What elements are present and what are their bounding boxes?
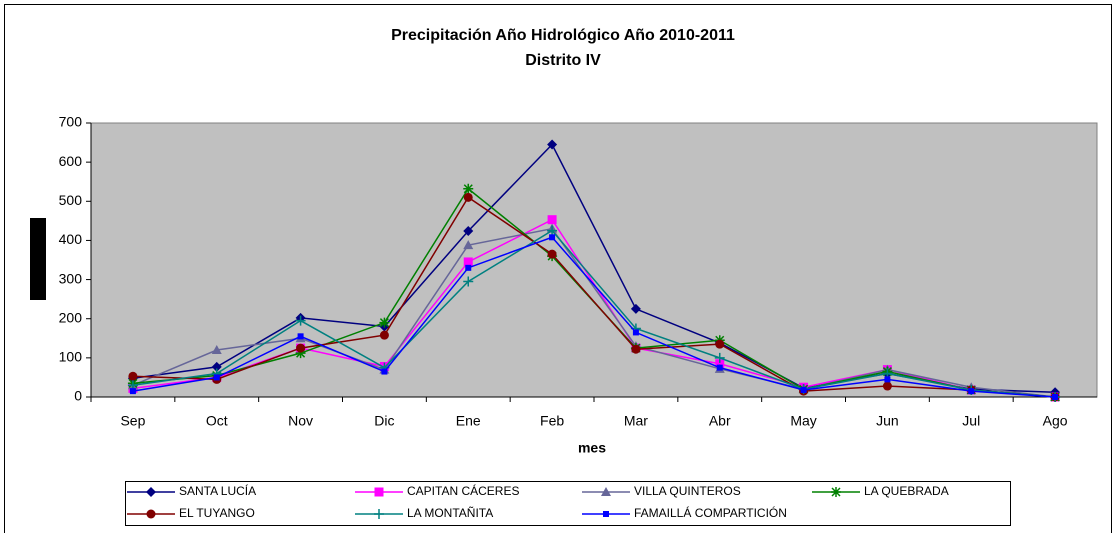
y-tick-label: 700 xyxy=(59,114,83,130)
x-tick-label: Jul xyxy=(962,413,980,429)
legend-label: LA QUEBRADA xyxy=(864,484,949,498)
y-tick-label: 400 xyxy=(59,231,83,247)
data-point xyxy=(379,317,390,328)
legend-label: EL TUYANGO xyxy=(179,506,255,520)
x-tick-label: Jun xyxy=(876,413,899,429)
data-point xyxy=(128,371,138,381)
legend-label: FAMAILLÁ COMPARTICIÓN xyxy=(634,505,787,520)
x-tick-label: Nov xyxy=(288,413,313,429)
legend-marker xyxy=(146,487,156,497)
data-point xyxy=(463,240,474,250)
data-point xyxy=(463,257,473,267)
data-point xyxy=(295,348,306,359)
series-line xyxy=(132,236,1056,398)
y-tick-label: 300 xyxy=(59,270,83,286)
data-point xyxy=(715,339,725,349)
data-point xyxy=(547,249,557,259)
legend-marker xyxy=(374,509,384,519)
legend-marker xyxy=(146,509,156,519)
series-line xyxy=(132,229,1056,398)
plot-area xyxy=(90,122,1098,398)
data-point xyxy=(715,359,725,369)
data-point xyxy=(381,368,388,375)
data-point xyxy=(882,381,892,391)
data-point xyxy=(465,264,472,271)
data-point xyxy=(297,333,304,340)
legend-marker xyxy=(831,487,841,497)
data-point xyxy=(547,225,558,236)
data-point xyxy=(295,315,306,326)
x-axis-label: mes xyxy=(578,440,606,456)
data-point xyxy=(213,374,220,381)
legend-box xyxy=(125,481,1011,526)
y-axis-label-redacted xyxy=(30,218,46,300)
legend-marker xyxy=(603,511,609,517)
x-tick-label: Feb xyxy=(540,413,564,429)
x-tick-label: Oct xyxy=(206,413,228,429)
data-point xyxy=(463,183,474,194)
x-tick-label: Dic xyxy=(374,413,394,429)
data-point xyxy=(547,139,558,150)
data-point xyxy=(630,303,641,314)
y-tick-label: 500 xyxy=(59,192,83,208)
data-point xyxy=(549,234,556,241)
data-point xyxy=(129,388,136,395)
data-point xyxy=(463,276,474,287)
data-point xyxy=(379,330,389,340)
x-tick-label: May xyxy=(790,413,816,429)
legend-label: SANTA LUCÍA xyxy=(179,483,256,498)
x-tick-label: Mar xyxy=(624,413,648,429)
data-point xyxy=(632,329,639,336)
data-point xyxy=(631,344,641,354)
legend-label: CAPITAN CÁCERES xyxy=(407,483,519,498)
chart-subtitle: Distrito IV xyxy=(525,52,601,69)
data-point xyxy=(1052,394,1059,400)
y-tick-label: 600 xyxy=(59,153,83,169)
series-line xyxy=(132,227,1056,398)
data-point xyxy=(716,364,723,371)
data-point xyxy=(211,345,222,355)
data-point xyxy=(547,215,557,225)
series-line xyxy=(132,196,1056,398)
x-tick-label: Abr xyxy=(709,413,731,429)
data-point xyxy=(714,352,725,363)
y-tick-label: 200 xyxy=(59,309,83,325)
chart-title: Precipitación Año Hidrológico Año 2010-2… xyxy=(391,27,735,44)
legend-label: LA MONTAÑITA xyxy=(407,506,493,520)
data-point xyxy=(463,226,474,237)
y-tick-label: 0 xyxy=(74,388,82,404)
legend-label: VILLA QUINTEROS xyxy=(634,484,741,498)
legend-marker xyxy=(601,487,611,496)
y-tick-label: 100 xyxy=(59,349,83,365)
data-point xyxy=(800,386,807,393)
x-tick-label: Ago xyxy=(1043,413,1068,429)
x-tick-label: Ene xyxy=(456,413,481,429)
x-tick-label: Sep xyxy=(120,413,145,429)
data-point xyxy=(463,192,473,202)
data-point xyxy=(968,388,975,395)
legend-marker xyxy=(374,487,384,497)
data-point xyxy=(884,376,891,383)
data-point xyxy=(296,343,306,353)
data-point xyxy=(211,361,222,372)
